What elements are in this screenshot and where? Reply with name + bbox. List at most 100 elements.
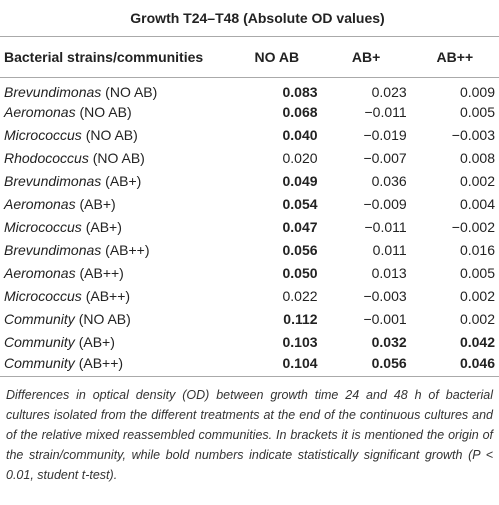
value-cell: 0.023 bbox=[371, 84, 407, 101]
strain-name: Rhodococcus bbox=[4, 150, 89, 166]
value-cell: 0.004 bbox=[459, 196, 495, 212]
column-header: AB++ bbox=[410, 36, 499, 78]
table-row: Aeromonas (AB+) 0.054 −0.009 0.004 bbox=[0, 193, 499, 216]
value-cell: 0.049 bbox=[282, 173, 318, 189]
value-cell: 0.022 bbox=[282, 288, 318, 304]
strain-origin: (NO AB) bbox=[105, 84, 158, 101]
value-cell: −0.003 bbox=[451, 127, 495, 143]
column-header: AB+ bbox=[321, 36, 411, 78]
value-cell: 0.020 bbox=[282, 150, 318, 166]
value-cell: 0.032 bbox=[371, 334, 407, 350]
strain-origin: (AB+) bbox=[85, 219, 122, 235]
value-cell: 0.054 bbox=[282, 196, 318, 212]
strain-origin: (NO AB) bbox=[92, 150, 145, 166]
strain-origin: (AB+) bbox=[79, 196, 116, 212]
table-row: Community (NO AB) 0.112 −0.001 0.002 bbox=[0, 308, 499, 331]
value-cell: −0.007 bbox=[363, 150, 407, 166]
value-cell: 0.005 bbox=[459, 104, 495, 120]
value-cell: −0.001 bbox=[363, 311, 407, 327]
value-cell: 0.050 bbox=[282, 265, 318, 281]
value-cell: 0.013 bbox=[371, 265, 407, 281]
strain-origin: (AB++) bbox=[85, 288, 131, 304]
table-row: Micrococcus (AB++) 0.022 −0.003 0.002 bbox=[0, 285, 499, 308]
strain-origin: (AB++) bbox=[105, 242, 150, 258]
strain-name: Micrococcus bbox=[4, 127, 82, 143]
strain-cell: Community (AB+) bbox=[0, 331, 232, 354]
strain-name: Aeromonas bbox=[4, 104, 76, 120]
strain-origin: (AB++) bbox=[79, 265, 124, 281]
value-cell: −0.011 bbox=[364, 219, 407, 235]
strain-cell: Rhodococcus (NO AB) bbox=[0, 147, 232, 170]
value-cell: −0.019 bbox=[363, 127, 407, 143]
data-table: Growth T24–T48 (Absolute OD values) Bact… bbox=[0, 0, 499, 377]
value-cell: 0.005 bbox=[459, 265, 495, 281]
strain-origin: (NO AB) bbox=[78, 311, 131, 327]
value-cell: 0.104 bbox=[232, 353, 322, 377]
strain-origin: (NO AB) bbox=[79, 104, 132, 120]
value-cell: −0.002 bbox=[451, 219, 495, 235]
strain-name: Brevundimonas bbox=[4, 84, 102, 101]
strain-cell: Brevundimonas (AB++) bbox=[0, 239, 232, 262]
strain-name: Brevundimonas bbox=[4, 173, 102, 189]
strain-cell: Micrococcus (NO AB) bbox=[0, 124, 232, 147]
value-cell: 0.056 bbox=[282, 242, 318, 258]
value-cell: −0.009 bbox=[363, 196, 407, 212]
strain-name: Community bbox=[4, 354, 75, 371]
strain-cell: Aeromonas (AB+) bbox=[0, 193, 232, 216]
value-cell: 0.002 bbox=[459, 173, 495, 189]
strain-name: Aeromonas bbox=[4, 265, 76, 281]
value-cell: 0.042 bbox=[459, 334, 495, 350]
strain-cell: Aeromonas (NO AB) bbox=[0, 101, 232, 124]
value-cell: 0.068 bbox=[282, 104, 318, 120]
value-cell: 0.083 bbox=[282, 84, 318, 101]
value-cell: 0.002 bbox=[459, 288, 495, 304]
strain-origin: (AB++) bbox=[78, 354, 124, 371]
caption: Differences in optical density (OD) betw… bbox=[6, 388, 493, 482]
value-cell: 0.103 bbox=[282, 334, 318, 350]
strain-name: Aeromonas bbox=[4, 196, 76, 212]
table-row: Brevundimonas (AB++) 0.056 0.011 0.016 bbox=[0, 239, 499, 262]
table-row: Brevundimonas (AB+) 0.049 0.036 0.002 bbox=[0, 170, 499, 193]
strain-cell: Community (AB++) bbox=[0, 353, 233, 377]
strain-cell: Brevundimonas (AB+) bbox=[0, 170, 232, 193]
table-row: Community (AB++) 0.104 0.056 0.046 bbox=[0, 353, 499, 377]
strain-cell: Micrococcus (AB++) bbox=[0, 285, 232, 308]
table-row: Community (AB+) 0.103 0.032 0.042 bbox=[0, 331, 499, 354]
value-cell: 0.002 bbox=[459, 311, 495, 327]
value-cell: 0.011 bbox=[372, 242, 407, 258]
title-row: Growth T24–T48 (Absolute OD values) bbox=[0, 0, 499, 37]
strain-origin: (AB+) bbox=[78, 334, 115, 350]
table-row: Rhodococcus (NO AB) 0.020 −0.007 0.008 bbox=[0, 147, 499, 170]
strain-name: Community bbox=[4, 311, 75, 327]
value-cell: 0.046 bbox=[410, 353, 499, 377]
value-cell: 0.047 bbox=[282, 219, 318, 235]
value-cell: 0.112 bbox=[283, 311, 318, 327]
table-row: Aeromonas (NO AB) 0.068 −0.011 0.005 bbox=[0, 101, 499, 124]
value-cell: 0.016 bbox=[459, 242, 495, 258]
strain-cell: Brevundimonas (NO AB) bbox=[0, 78, 232, 101]
value-cell: −0.011 bbox=[364, 104, 407, 120]
column-header: Bacterial strains/communities bbox=[0, 36, 233, 78]
strain-cell: Micrococcus (AB+) bbox=[0, 216, 232, 239]
table-row: Micrococcus (AB+) 0.047 −0.011 −0.002 bbox=[0, 216, 499, 239]
table-title: Growth T24–T48 (Absolute OD values) bbox=[0, 0, 499, 37]
strain-name: Community bbox=[4, 334, 75, 350]
value-cell: 0.009 bbox=[459, 84, 495, 101]
value-cell: 0.008 bbox=[459, 150, 495, 166]
strain-origin: (AB+) bbox=[105, 173, 142, 189]
strain-name: Micrococcus bbox=[4, 219, 82, 235]
header-row: Bacterial strains/communities NO AB AB+ AB+… bbox=[0, 36, 499, 78]
table-row: Brevundimonas (NO AB) 0.083 0.023 0.009 bbox=[0, 78, 499, 101]
value-cell: −0.003 bbox=[363, 288, 407, 304]
table-body: Brevundimonas (NO AB) 0.083 0.023 0.009 Aero… bbox=[0, 78, 499, 377]
strain-cell: Community (NO AB) bbox=[0, 308, 232, 331]
value-cell: 0.036 bbox=[371, 173, 407, 189]
strain-origin: (NO AB) bbox=[85, 127, 138, 143]
strain-cell: Aeromonas (AB++) bbox=[0, 262, 232, 285]
table-row: Micrococcus (NO AB) 0.040 −0.019 −0.003 bbox=[0, 124, 499, 147]
strain-name: Micrococcus bbox=[4, 288, 82, 304]
value-cell: 0.040 bbox=[282, 127, 318, 143]
value-cell: 0.056 bbox=[321, 353, 411, 377]
table-row: Aeromonas (AB++) 0.050 0.013 0.005 bbox=[0, 262, 499, 285]
